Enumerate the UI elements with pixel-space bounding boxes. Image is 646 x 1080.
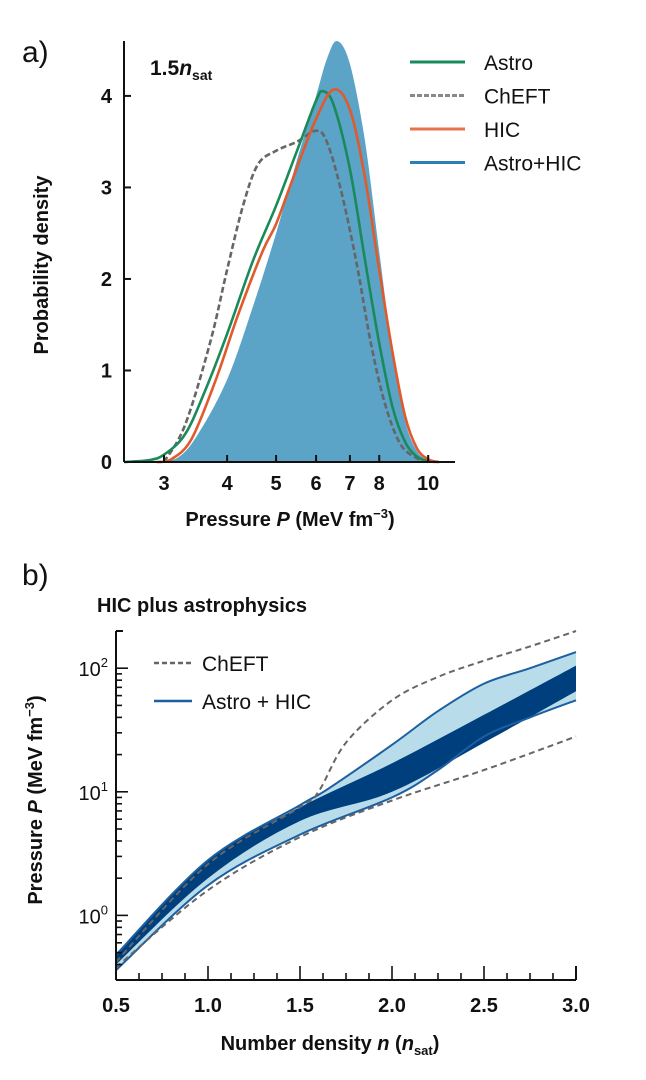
x-tick-label: 3 bbox=[158, 473, 169, 495]
astro-hic-upper-line bbox=[115, 651, 577, 956]
panel-b-title: HIC plus astrophysics bbox=[97, 595, 307, 617]
density-annotation: 1.5nsat bbox=[150, 57, 213, 83]
panel-a-legend: Astro ChEFT HIC Astro+HIC bbox=[410, 52, 581, 176]
x-tick-label: 2.5 bbox=[470, 995, 498, 1017]
x-tick-label: 7 bbox=[344, 473, 355, 495]
y-tick-label: 0 bbox=[101, 452, 112, 474]
y-tick-label: 4 bbox=[101, 86, 113, 108]
legend-label: Astro + HIC bbox=[202, 691, 311, 714]
panel-b-legend: ChEFT Astro + HIC bbox=[154, 653, 311, 714]
x-tick-label: 0.5 bbox=[102, 995, 130, 1017]
y-tick-base: 10 bbox=[79, 659, 101, 681]
legend-label: ChEFT bbox=[202, 653, 269, 676]
x-tick-label: 1.0 bbox=[194, 995, 222, 1017]
y-tick-exponent: 0 bbox=[101, 902, 108, 917]
series-hic-line bbox=[156, 88, 440, 464]
panel-b-y-axis-label: Pressure P (MeV fm−3) bbox=[22, 695, 47, 904]
legend-label: HIC bbox=[484, 119, 520, 142]
x-tick-label: 4 bbox=[222, 473, 234, 495]
y-tick-label: 101 bbox=[79, 779, 108, 805]
x-tick-label: 10 bbox=[417, 473, 439, 495]
series-astro-hic-area bbox=[156, 40, 439, 462]
x-tick-label: 6 bbox=[311, 473, 322, 495]
panel-a-y-axis-label: Probability density bbox=[31, 175, 53, 355]
y-tick-label: 2 bbox=[101, 269, 112, 291]
astro-hic-inner-band bbox=[116, 665, 576, 965]
panel-a-x-axis-label: Pressure P (MeV fm−3) bbox=[185, 506, 394, 531]
legend-label: Astro bbox=[484, 52, 533, 75]
x-tick-label: 2.0 bbox=[378, 995, 406, 1017]
y-tick-label: 1 bbox=[101, 360, 112, 382]
y-tick-label: 100 bbox=[79, 902, 108, 928]
x-tick-label: 1.5 bbox=[286, 995, 314, 1017]
panel-b-label: b) bbox=[22, 559, 49, 592]
y-tick-label: 102 bbox=[79, 655, 108, 681]
y-tick-exponent: 2 bbox=[101, 655, 108, 670]
series-astro-line bbox=[123, 89, 440, 464]
panel-b: b) HIC plus astrophysics 0.5 1.0 1.5 2.0 2.5… bbox=[22, 559, 590, 1058]
y-tick-label: 3 bbox=[101, 177, 112, 199]
x-tick-label: 8 bbox=[374, 473, 385, 495]
legend-label: ChEFT bbox=[484, 86, 551, 109]
panel-a-label: a) bbox=[22, 36, 49, 69]
y-tick-exponent: 1 bbox=[101, 779, 108, 794]
y-tick-base: 10 bbox=[79, 783, 101, 805]
astro-hic-lower-line bbox=[115, 699, 577, 971]
panel-a-plot-area: 3 4 5 6 7 8 10 0 1 2 3 4 bbox=[101, 40, 455, 495]
cheft-lower-line bbox=[115, 735, 577, 969]
legend-label: Astro+HIC bbox=[484, 153, 581, 176]
series-cheft-line bbox=[162, 129, 429, 464]
y-tick-base: 10 bbox=[79, 906, 101, 928]
x-tick-label: 3.0 bbox=[562, 995, 590, 1017]
panel-b-x-axis-label: Number density n (nsat) bbox=[221, 1033, 440, 1058]
cheft-upper-line bbox=[115, 630, 577, 963]
x-tick-label: 5 bbox=[271, 473, 282, 495]
